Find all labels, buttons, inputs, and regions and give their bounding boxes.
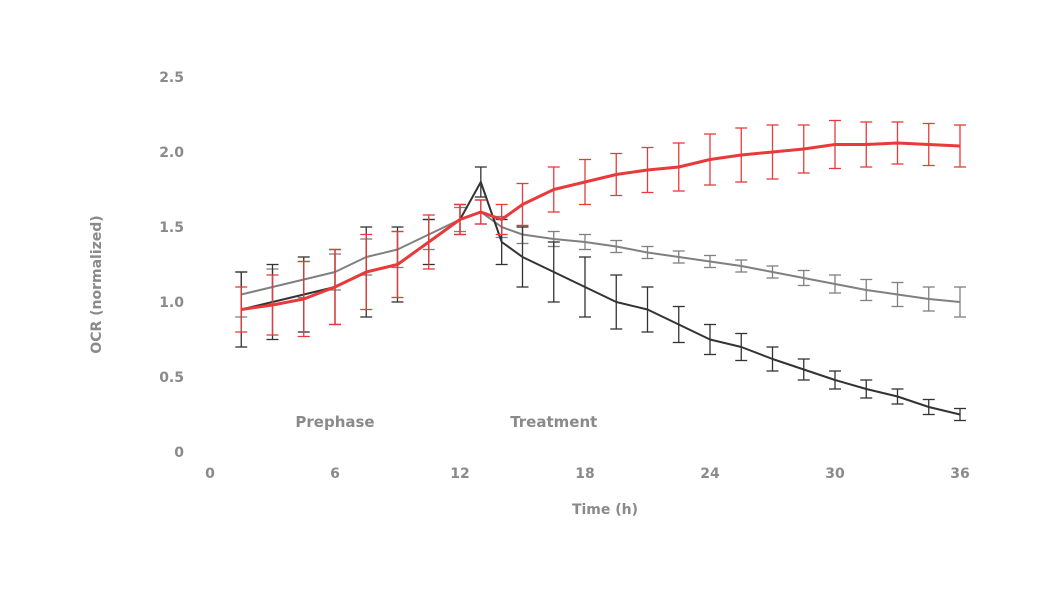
y-tick-label: 2.5 bbox=[159, 70, 184, 86]
x-tick-label: 18 bbox=[575, 466, 594, 482]
x-tick-label: 12 bbox=[450, 466, 469, 482]
y-tick-label: 0 bbox=[174, 445, 184, 461]
series-1 bbox=[235, 199, 966, 318]
y-tick-label: 0.5 bbox=[159, 370, 184, 386]
x-tick-label: 24 bbox=[700, 466, 720, 482]
x-tick-label: 0 bbox=[205, 466, 215, 482]
y-axis-label: OCR (normalized) bbox=[89, 215, 105, 353]
series-line bbox=[241, 181, 961, 416]
series-3 bbox=[235, 119, 966, 338]
annotation-label: Prephase bbox=[295, 413, 374, 431]
series-2 bbox=[235, 166, 966, 422]
y-tick-labels: 0 0.5 1.5 2.0 2.5 1.0 bbox=[159, 70, 184, 461]
x-tick-label: 30 bbox=[825, 466, 845, 482]
x-tick-label: 6 bbox=[330, 466, 340, 482]
y-tick-label: 1.5 bbox=[159, 220, 184, 236]
x-tick-labels: 0 6 12 18 24 30 36 bbox=[205, 466, 970, 482]
series-line bbox=[241, 141, 961, 311]
series-line bbox=[241, 211, 961, 303]
x-axis-label: Time (h) bbox=[572, 502, 638, 518]
series-layer bbox=[235, 119, 966, 422]
annotation-label: Treatment bbox=[510, 413, 597, 431]
y-tick-label: 1.0 bbox=[159, 295, 184, 311]
y-tick-label: 2.0 bbox=[159, 145, 184, 161]
annotations: Prephase Treatment bbox=[295, 413, 597, 431]
x-tick-label: 36 bbox=[950, 466, 969, 482]
